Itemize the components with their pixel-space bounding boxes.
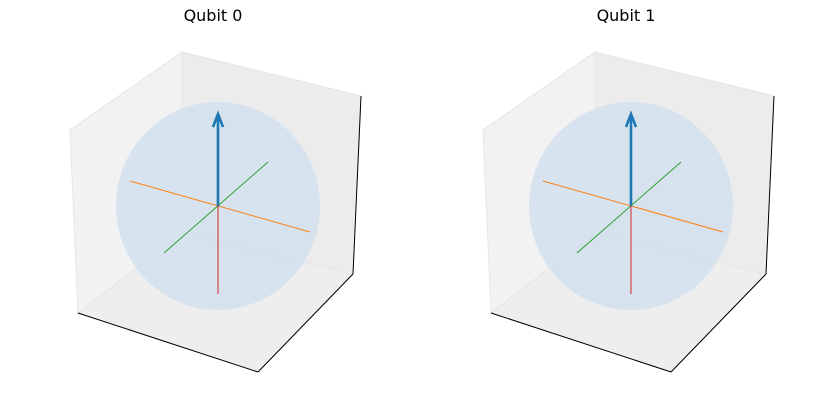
box-edge-right (765, 95, 775, 275)
box-edge-front (490, 312, 672, 373)
bloch-sphere-plot (482, 51, 775, 373)
plot-title: Qubit 1 (596, 6, 656, 25)
bloch-sphere-panel-qubit-1: Qubit 1 (413, 0, 833, 400)
plot-title: Qubit 0 (183, 6, 243, 25)
state-vector-arrowhead (211, 110, 225, 128)
box-edge-front (77, 312, 259, 373)
bloch-sphere-panel-qubit-0: Qubit 0 (69, 6, 362, 373)
box-edge-right (352, 95, 362, 275)
state-vector-arrowhead (624, 110, 638, 128)
x-axis-line (129, 180, 311, 233)
y-axis-line (576, 161, 682, 254)
box-edge-side (257, 273, 354, 373)
bloch-sphere-plot (69, 51, 362, 373)
x-axis-line (542, 180, 724, 233)
box-edge-side (670, 273, 767, 373)
y-axis-line (163, 161, 269, 254)
